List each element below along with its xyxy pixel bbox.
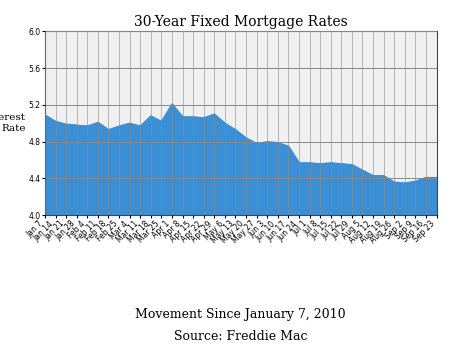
Y-axis label: Interest
Rate: Interest Rate — [0, 113, 26, 133]
Title: 30-Year Fixed Mortgage Rates: 30-Year Fixed Mortgage Rates — [134, 15, 347, 29]
Text: Source: Freddie Mac: Source: Freddie Mac — [174, 330, 307, 343]
Text: Movement Since January 7, 2010: Movement Since January 7, 2010 — [135, 307, 346, 321]
